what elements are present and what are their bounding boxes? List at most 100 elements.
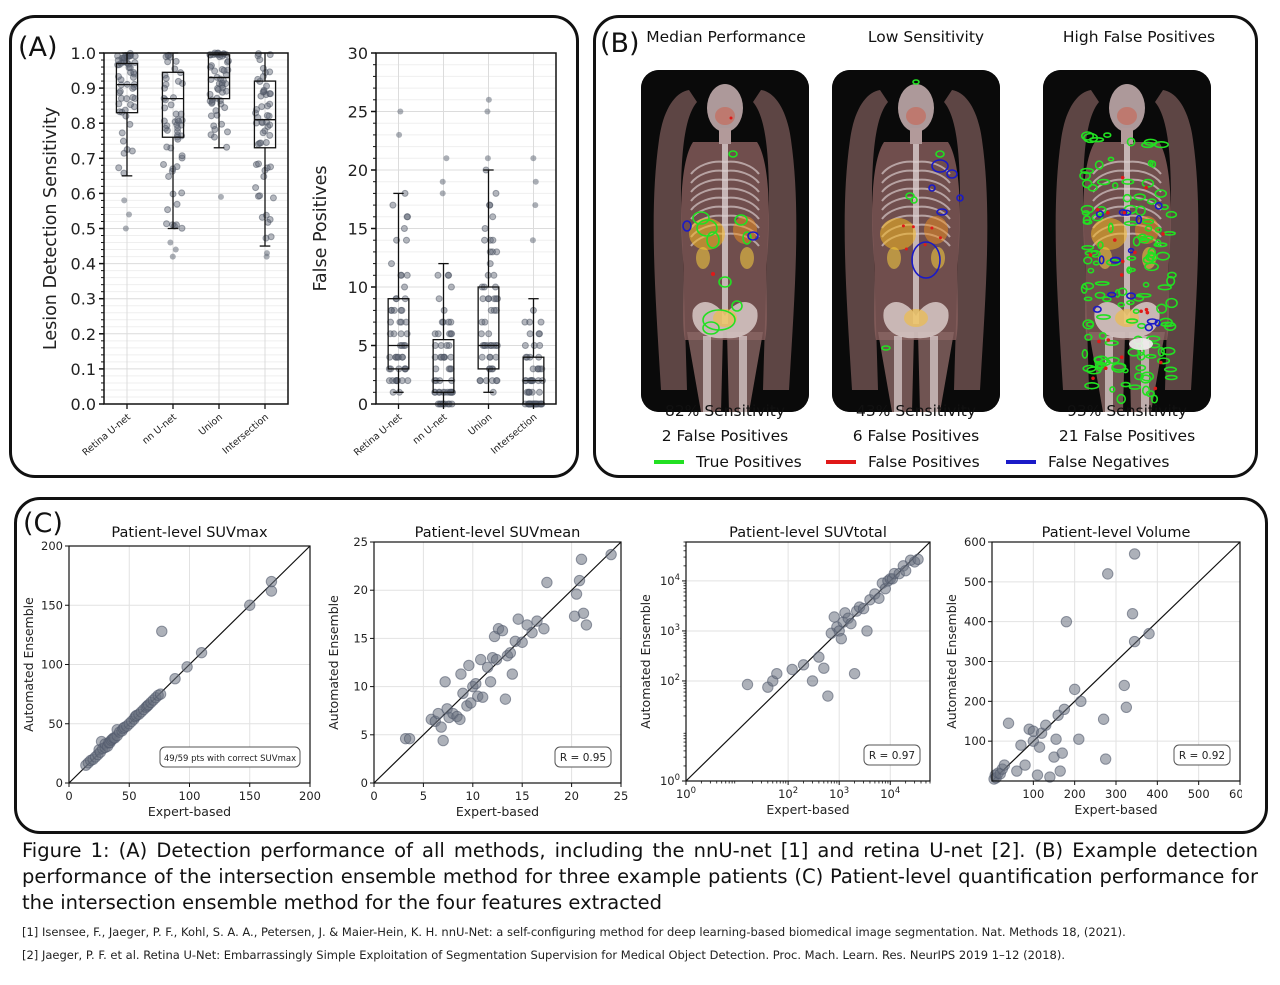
- liver-uptake: [1091, 218, 1127, 250]
- data-point: [118, 129, 126, 137]
- data-point: [605, 548, 617, 561]
- data-point: [490, 306, 498, 314]
- false-positive-mark: [1161, 232, 1165, 236]
- x-tick-label: 0: [65, 789, 72, 803]
- data-point: [493, 248, 501, 256]
- true-positive-contour: [1133, 193, 1146, 201]
- true-positive-contour: [742, 231, 752, 245]
- true-positive-contour: [702, 321, 720, 335]
- data-point: [161, 104, 169, 112]
- x-tick-label: 100: [676, 786, 696, 801]
- outlier-point: [126, 211, 133, 218]
- rib: [1092, 187, 1128, 202]
- rib: [724, 169, 760, 184]
- false-positive-mark: [1088, 253, 1093, 257]
- data-point: [489, 213, 497, 221]
- data-point: [175, 117, 183, 125]
- pet-body-illustration: [832, 70, 1000, 412]
- data-point: [741, 678, 754, 691]
- data-point: [400, 225, 408, 232]
- kidney-uptake: [696, 247, 710, 269]
- data-point: [447, 318, 455, 326]
- true-positive-contour: [1084, 333, 1093, 341]
- true-positive-contour: [1126, 267, 1136, 273]
- false-positive-mark: [1133, 250, 1137, 255]
- true-positive-contour: [1126, 137, 1136, 147]
- false-positive-mark: [1106, 338, 1111, 342]
- false-positive-mark: [1153, 386, 1158, 391]
- y-tick-label: 5: [361, 728, 368, 742]
- data-point: [120, 149, 128, 157]
- data-point: [403, 213, 411, 221]
- x-axis-label: Expert-based: [456, 804, 539, 819]
- data-point: [465, 697, 477, 709]
- false-positive-mark: [1144, 185, 1148, 190]
- true-positive-contour: [1099, 358, 1111, 367]
- true-positive-contour: [1157, 357, 1171, 365]
- outlier-point: [443, 155, 450, 162]
- data-point: [403, 271, 411, 279]
- true-positive-contour: [692, 211, 710, 225]
- data-point: [521, 342, 529, 349]
- data-point: [531, 615, 543, 627]
- data-point: [258, 103, 266, 111]
- panel-b-label: (B): [600, 28, 640, 59]
- data-point: [167, 101, 175, 109]
- data-point: [526, 318, 534, 326]
- true-positive-contour: [1080, 204, 1095, 214]
- true-positive-contour: [1157, 284, 1172, 291]
- femur: [894, 336, 902, 412]
- data-point: [172, 57, 180, 65]
- box: [477, 286, 500, 370]
- data-point: [174, 124, 182, 132]
- data-point: [445, 342, 453, 349]
- data-point: [446, 330, 454, 338]
- false-negative-contour: [1146, 318, 1158, 325]
- data-point: [1054, 765, 1066, 777]
- data-point: [845, 617, 857, 630]
- false-positive-mark: [1120, 259, 1125, 264]
- brain-uptake: [906, 107, 926, 125]
- data-point: [173, 200, 181, 208]
- data-point: [269, 194, 277, 202]
- true-positive-contour: [1104, 340, 1119, 346]
- data-point: [1102, 568, 1114, 580]
- data-point: [402, 236, 410, 244]
- true-positive-contour: [1166, 275, 1176, 287]
- annotation-text: R = 0.95: [560, 752, 606, 764]
- y-tick-label: 104: [660, 573, 680, 588]
- data-point: [130, 68, 138, 76]
- femur: [930, 336, 938, 412]
- data-point: [1073, 733, 1085, 745]
- data-point: [178, 154, 186, 162]
- box: [115, 62, 139, 114]
- data-point: [806, 675, 819, 687]
- bladder-uptake: [904, 309, 928, 327]
- y-tick-label: 500: [964, 575, 986, 589]
- scan-title-3: High False Positives: [1062, 28, 1216, 46]
- true-positive-contour: [1149, 160, 1157, 168]
- scan-title-1: Median Performance: [646, 28, 806, 46]
- data-point: [169, 673, 181, 685]
- true-positive-contour: [1082, 319, 1095, 330]
- data-point: [526, 626, 538, 639]
- data-point: [389, 201, 397, 209]
- true-positive-contour: [1082, 364, 1097, 373]
- true-positive-contour: [1087, 267, 1095, 274]
- rib: [724, 178, 760, 193]
- false-positives-value: 21 False Positives: [1058, 427, 1196, 445]
- annotation-box: [1173, 744, 1231, 766]
- data-point: [129, 84, 137, 92]
- true-positive-contour: [1094, 291, 1106, 299]
- true-positive-contour: [1153, 141, 1169, 149]
- true-positive-contour: [1136, 351, 1146, 361]
- left-arm: [1055, 90, 1099, 390]
- data-point: [1075, 695, 1087, 708]
- y-tick-label: 0.1: [71, 360, 96, 379]
- x-tick-label: 25: [614, 789, 629, 803]
- data-point: [496, 624, 509, 637]
- data-point: [169, 94, 177, 102]
- data-point: [259, 88, 267, 96]
- data-point: [534, 365, 542, 373]
- data-point: [399, 353, 407, 361]
